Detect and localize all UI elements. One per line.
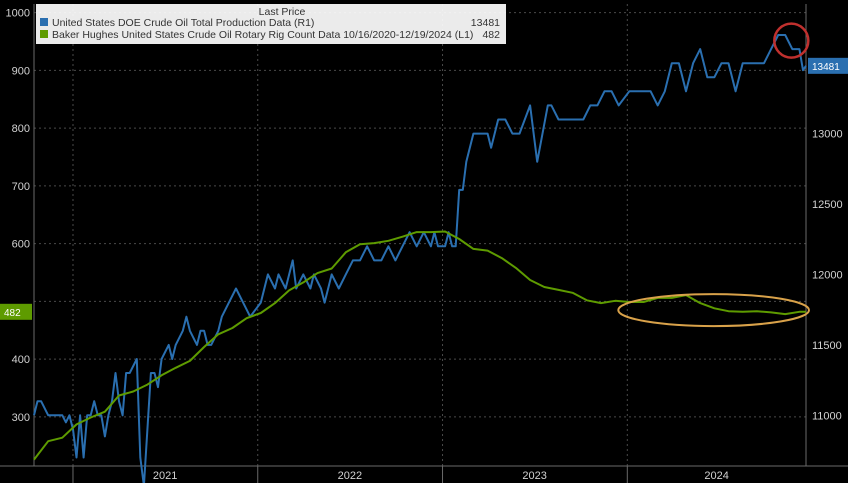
- production-series-line: [33, 34, 807, 483]
- legend-title: Last Price: [259, 6, 306, 18]
- legend-entry-name: Baker Hughes United States Crude Oil Rot…: [52, 29, 473, 41]
- legend-entry-name: United States DOE Crude Oil Total Produc…: [52, 17, 314, 29]
- legend-box: [36, 4, 506, 44]
- y-right-tick-labels: 11000 11500 12000 12500 13000: [812, 129, 843, 423]
- y-right-tick-label: 13000: [812, 129, 843, 141]
- right-axis-badge: [808, 57, 848, 74]
- y-right-tick-label: 11500: [812, 340, 842, 352]
- legend-swatch: [40, 30, 48, 38]
- rig-count-highlight-ellipse: [617, 293, 811, 328]
- y-right-tick-label: 12000: [812, 269, 843, 281]
- x-tick-label: 2024: [704, 470, 728, 482]
- legend-entry-value: 482: [482, 29, 500, 41]
- legend-entry-value: 13481: [471, 17, 500, 29]
- x-tick-label: 2022: [338, 470, 362, 482]
- y-left-tick-label: 1000: [6, 8, 30, 20]
- y-left-tick-label: 800: [12, 123, 30, 135]
- y-right-tick-label: 12500: [812, 199, 843, 211]
- x-tick-label: 2021: [153, 470, 177, 482]
- y-right-tick-label: 11000: [812, 410, 842, 422]
- y-left-tick-label: 400: [12, 354, 30, 366]
- right-axis-badge-label: 13481: [812, 62, 840, 73]
- legend-swatch: [40, 18, 48, 26]
- production-highlight-circle: [773, 22, 810, 59]
- left-axis-badge-label: 482: [4, 308, 21, 319]
- y-left-tick-label: 900: [12, 65, 30, 77]
- y-left-tick-labels: 300 400 600 700 800 900 1000: [6, 8, 30, 424]
- y-left-tick-label: 700: [12, 181, 30, 193]
- y-left-tick-label: 600: [12, 239, 30, 251]
- x-tick-labels: 2021 2022 2023 2024: [72, 466, 729, 483]
- y-left-tick-label: 300: [12, 412, 30, 424]
- x-tick-label: 2023: [522, 470, 546, 482]
- left-axis-badge: [0, 303, 32, 320]
